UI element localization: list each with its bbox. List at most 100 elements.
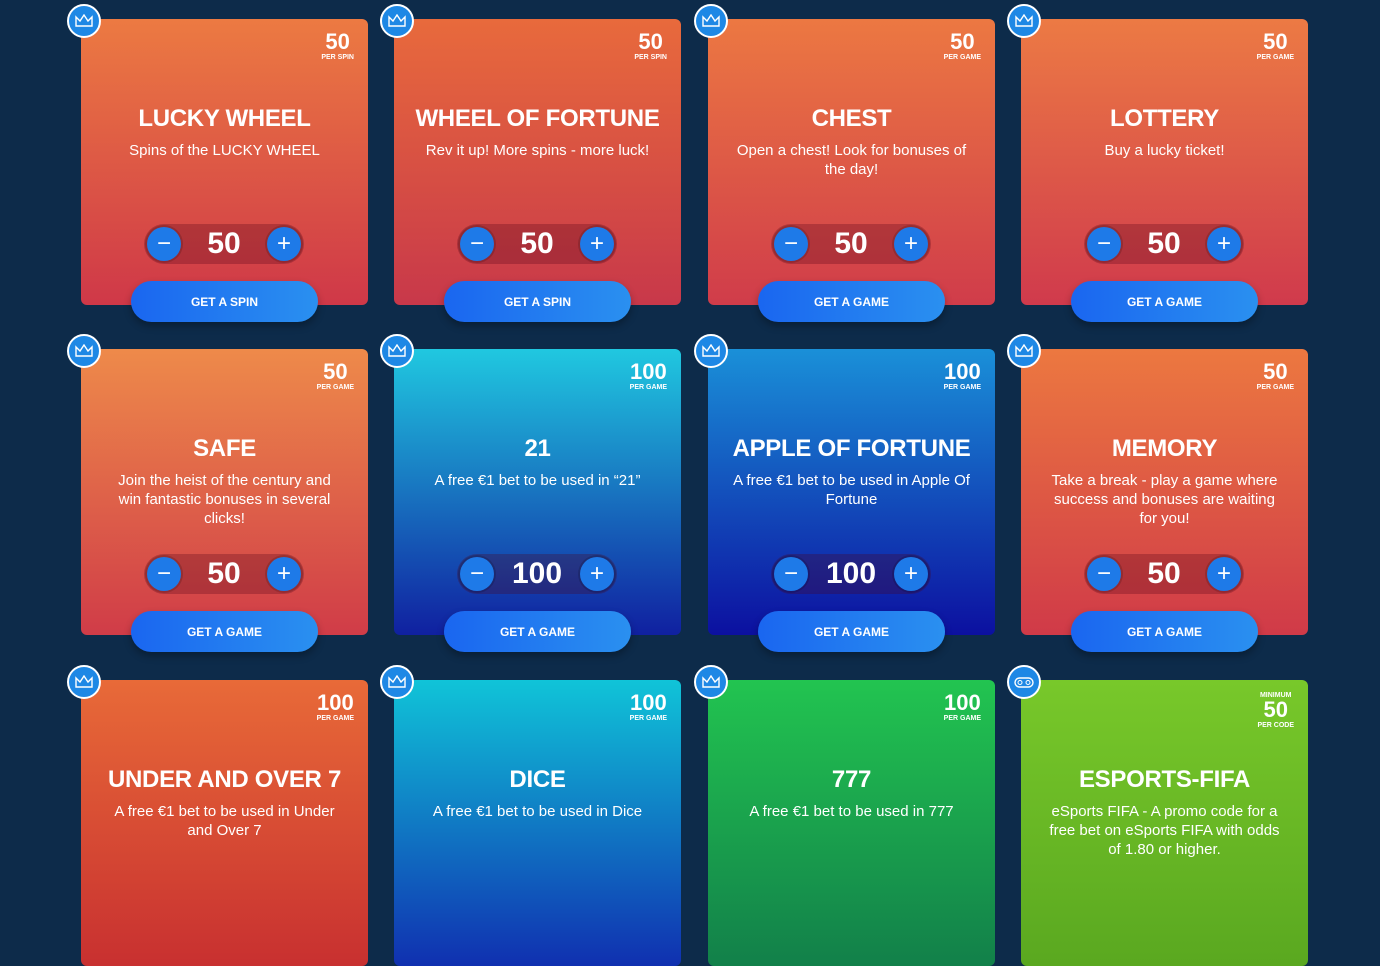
card-description: A free €1 bet to be used in Apple Of For… [733, 472, 970, 508]
promo-card: 50 PER GAME SAFE Join the heist of the c… [67, 334, 368, 652]
price-value: 100 [629, 359, 667, 384]
card-description: Open a chest! Look for bonuses of the da… [736, 142, 967, 178]
increment-button[interactable]: + [580, 557, 614, 591]
price-value: 50 [325, 29, 350, 54]
card-title: 777 [831, 766, 872, 793]
card-description: eSports FIFA - A promo code for a free b… [1049, 803, 1280, 858]
promo-card: 50 PER SPIN WHEEL OF FORTUNE Rev it up! … [380, 4, 681, 322]
price-value: 50 [1263, 697, 1288, 722]
price-badge: 100 PER GAME [629, 359, 667, 392]
crown-icon [694, 334, 728, 368]
card-background [394, 349, 681, 635]
price-unit: PER GAME [316, 384, 354, 391]
crown-icon [1007, 334, 1041, 368]
card-description: Spins of the LUCKY WHEEL [129, 142, 320, 159]
price-value: 50 [323, 359, 348, 384]
quantity-value[interactable]: 50 [834, 227, 868, 260]
price-unit: PER GAME [1256, 384, 1294, 391]
increment-button[interactable]: + [267, 557, 301, 591]
price-badge: MINIMUM 50 PER CODE [1257, 692, 1294, 729]
price-badge: 50 PER GAME [943, 31, 981, 62]
decrement-button[interactable]: − [147, 557, 181, 591]
promo-card: 100 PER GAME 21 A free €1 bet to be used… [380, 334, 681, 652]
card-title: CHEST [811, 105, 892, 132]
gamepad-icon [1007, 665, 1041, 699]
decrement-button[interactable]: − [774, 227, 808, 261]
get-button[interactable]: GET A GAME [758, 281, 945, 322]
price-value: 100 [629, 690, 667, 715]
price-unit: PER GAME [629, 384, 667, 391]
decrement-button[interactable]: − [1087, 557, 1121, 591]
card-title: 21 [524, 435, 551, 462]
price-unit: PER GAME [629, 715, 667, 722]
crown-icon [1007, 4, 1041, 38]
crown-icon [694, 665, 728, 699]
quantity-value[interactable]: 50 [207, 557, 241, 590]
get-button[interactable]: GET A GAME [1071, 611, 1258, 652]
crown-icon [380, 334, 414, 368]
price-badge: 100 PER GAME [316, 692, 354, 723]
card-description: A free €1 bet to be used in 777 [749, 803, 954, 820]
card-title: WHEEL OF FORTUNE [415, 105, 660, 132]
price-badge: 100 PER GAME [629, 690, 667, 723]
price-value: 100 [943, 359, 981, 384]
price-value: 100 [943, 690, 981, 715]
price-unit: PER GAME [316, 715, 354, 722]
increment-button[interactable]: + [1207, 227, 1241, 261]
quantity-value[interactable]: 50 [520, 227, 554, 260]
get-button[interactable]: GET A GAME [1071, 281, 1258, 322]
increment-button[interactable]: + [267, 227, 301, 261]
quantity-value[interactable]: 50 [207, 227, 241, 260]
price-value: 50 [1263, 29, 1288, 54]
decrement-button[interactable]: − [460, 227, 494, 261]
crown-icon [67, 334, 101, 368]
card-background [1021, 349, 1308, 635]
increment-button[interactable]: + [1207, 557, 1241, 591]
card-description: Take a break - play a game where success… [1051, 472, 1278, 527]
quantity-value[interactable]: 50 [1147, 557, 1181, 590]
promo-card: 50 PER GAME MEMORY Take a break - play a… [1007, 334, 1308, 652]
price-value: 50 [638, 29, 663, 54]
price-minimum-label: MINIMUM [1259, 692, 1292, 699]
get-button[interactable]: GET A SPIN [444, 281, 631, 322]
price-unit: PER GAME [1256, 54, 1294, 61]
quantity-stepper: − 50 + [1084, 554, 1244, 594]
price-badge: 100 PER GAME [943, 359, 981, 392]
card-title: LUCKY WHEEL [138, 105, 311, 132]
increment-button[interactable]: + [580, 227, 614, 261]
price-unit: PER GAME [943, 54, 981, 61]
card-title: DICE [509, 766, 566, 793]
price-badge: 50 PER SPIN [634, 29, 667, 62]
quantity-value[interactable]: 50 [1147, 227, 1181, 260]
card-background [81, 349, 368, 635]
increment-button[interactable]: + [894, 227, 928, 261]
promo-card: 50 PER GAME LOTTERY Buy a lucky ticket! … [1007, 4, 1308, 322]
get-button[interactable]: GET A SPIN [131, 281, 318, 322]
card-title: LOTTERY [1109, 105, 1219, 132]
quantity-value[interactable]: 100 [511, 557, 563, 590]
decrement-button[interactable]: − [460, 557, 494, 591]
get-button[interactable]: GET A GAME [758, 611, 945, 652]
promo-card: MINIMUM 50 PER CODE ESPORTS-FIFA eSports … [1007, 665, 1308, 966]
promo-card: 100 PER GAME 777 A free €1 bet to be use… [694, 665, 995, 966]
card-description: Rev it up! More spins - more luck! [425, 142, 650, 159]
quantity-stepper: − 50 + [144, 224, 304, 264]
card-description: Buy a lucky ticket! [1104, 142, 1225, 159]
card-description: A free €1 bet to be used in Under and Ov… [114, 803, 335, 839]
crown-icon [694, 4, 728, 38]
get-button[interactable]: GET A GAME [131, 611, 318, 652]
get-button[interactable]: GET A GAME [444, 611, 631, 652]
decrement-button[interactable]: − [774, 557, 808, 591]
promo-card: 50 PER SPIN LUCKY WHEEL Spins of the LUC… [67, 4, 368, 322]
quantity-value[interactable]: 100 [825, 557, 877, 590]
quantity-stepper: − 50 + [144, 554, 304, 594]
decrement-button[interactable]: − [1087, 227, 1121, 261]
price-value: 50 [1263, 359, 1288, 384]
card-background [81, 19, 368, 305]
decrement-button[interactable]: − [147, 227, 181, 261]
increment-button[interactable]: + [894, 557, 928, 591]
quantity-stepper: − 50 + [771, 224, 931, 264]
crown-icon [380, 665, 414, 699]
price-unit: PER SPIN [634, 54, 667, 61]
quantity-stepper: − 50 + [457, 224, 617, 264]
